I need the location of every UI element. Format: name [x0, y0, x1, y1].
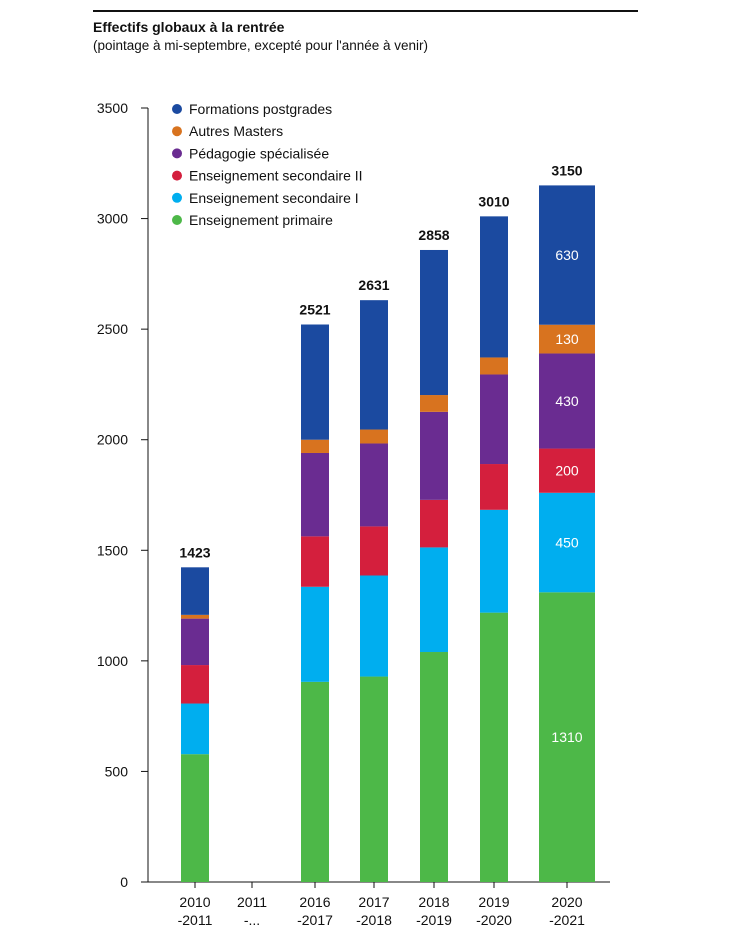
- bar-data-label: 430: [555, 393, 579, 409]
- x-tick-label: -2011: [178, 912, 213, 928]
- bar-total-label: 2521: [299, 301, 330, 317]
- bar-data-label: 630: [555, 247, 579, 263]
- bar-segment: [181, 618, 209, 666]
- bar-segment: [480, 464, 508, 510]
- bar-segment: [539, 592, 595, 882]
- x-tick-label: -2020: [476, 912, 512, 928]
- x-axis: 2010 -2011 2011 -... 2016 -2017 2017 -2018 2018 -…: [178, 882, 585, 928]
- bar-segment: [360, 429, 388, 444]
- bar-segment: [360, 676, 388, 882]
- x-tick-label: 2018: [418, 894, 449, 910]
- bar-total-label: 2631: [358, 277, 389, 293]
- bar-segment: [420, 652, 448, 882]
- legend-marker: [172, 192, 182, 203]
- bar-segment: [181, 567, 209, 615]
- bar-segment: [181, 665, 209, 704]
- bar-total-label: 1423: [179, 544, 210, 560]
- bar-segment: [539, 324, 595, 354]
- bar-data-label: 200: [555, 463, 579, 479]
- x-tick-label: -2018: [356, 912, 392, 928]
- bar-segment: [181, 754, 209, 882]
- bar-segment: [539, 448, 595, 493]
- chart-subtitle: (pointage à mi-septembre, excepté pour l…: [93, 38, 429, 53]
- bar-segment: [420, 411, 448, 500]
- legend-label: Autres Masters: [189, 123, 283, 139]
- bar-segment: [420, 547, 448, 653]
- y-tick-label: 2500: [97, 321, 128, 337]
- x-tick-label: -2019: [416, 912, 452, 928]
- bars: 1423 2521 2631 2858 3010 1310 450 200 430 130 630 3…: [179, 162, 595, 882]
- bar-total-label: 3150: [551, 162, 582, 178]
- y-tick-label: 0: [120, 874, 128, 890]
- bar-total-label: 2858: [418, 227, 449, 243]
- bar-segment: [480, 612, 508, 882]
- bar-segment: [420, 499, 448, 548]
- bar-segment: [301, 586, 329, 682]
- y-tick-label: 3500: [97, 100, 128, 116]
- x-tick-label: 2020: [551, 894, 582, 910]
- bar-segment: [480, 216, 508, 358]
- y-tick-label: 2000: [97, 432, 128, 448]
- x-tick-label: -...: [244, 912, 260, 928]
- legend-label: Enseignement secondaire II: [189, 168, 363, 184]
- x-tick-label: -2021: [549, 912, 585, 928]
- bar-segment: [301, 452, 329, 537]
- bar-segment: [480, 357, 508, 375]
- bar-segment: [301, 536, 329, 587]
- bar-segment: [360, 443, 388, 527]
- bar-segment: [360, 300, 388, 430]
- chart-title: Effectifs globaux à la rentrée: [93, 19, 285, 35]
- legend-marker: [172, 170, 182, 181]
- bar-segment: [480, 509, 508, 613]
- bar-data-label: 130: [555, 331, 579, 347]
- x-tick-label: 2019: [478, 894, 509, 910]
- bar-segment: [480, 374, 508, 465]
- bar-segment: [360, 526, 388, 576]
- bar-data-label: 1310: [551, 729, 582, 745]
- bar-segment: [181, 703, 209, 755]
- bar-total-label: 3010: [478, 193, 509, 209]
- y-axis: 0 500 1000 1500 2000 2500 3000 3500: [97, 100, 610, 890]
- bar-segment: [301, 439, 329, 453]
- bar-segment: [301, 324, 329, 440]
- bar-segment: [539, 353, 595, 449]
- x-tick-label: 2010: [179, 894, 210, 910]
- x-tick-label: 2011: [237, 894, 267, 910]
- y-tick-label: 500: [105, 763, 129, 779]
- y-tick-label: 3000: [97, 211, 128, 227]
- legend: Formations postgrades Autres Masters Pédag…: [172, 101, 363, 228]
- legend-marker: [172, 148, 182, 159]
- bar-segment: [539, 492, 595, 593]
- legend-marker: [172, 126, 182, 137]
- bar-segment: [420, 249, 448, 396]
- top-rule: [93, 10, 638, 12]
- legend-marker: [172, 215, 182, 225]
- x-tick-label: 2017: [358, 894, 389, 910]
- x-tick-label: 2016: [299, 894, 330, 910]
- x-tick-label: -2017: [297, 912, 333, 928]
- bar-segment: [420, 395, 448, 412]
- legend-label: Enseignement primaire: [189, 212, 333, 228]
- bar-segment: [181, 614, 209, 619]
- bar-segment: [360, 575, 388, 677]
- legend-label: Enseignement secondaire I: [189, 190, 359, 206]
- legend-label: Pédagogie spécialisée: [189, 145, 329, 161]
- bar-segment: [539, 185, 595, 325]
- legend-label: Formations postgrades: [189, 101, 332, 117]
- bar-segment: [301, 681, 329, 882]
- bar-data-label: 450: [555, 535, 579, 551]
- legend-marker: [172, 104, 182, 114]
- y-tick-label: 1000: [97, 653, 128, 669]
- y-tick-label: 1500: [97, 542, 128, 558]
